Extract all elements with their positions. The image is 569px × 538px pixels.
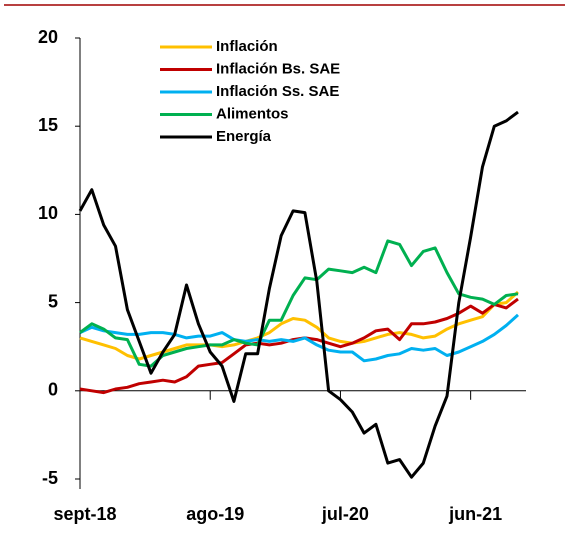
series-line xyxy=(78,110,519,479)
y-tick-label: 0 xyxy=(48,380,58,400)
y-tick-label: 10 xyxy=(38,203,58,223)
y-tick-label: -5 xyxy=(42,468,58,488)
x-tick-label: sept-18 xyxy=(53,504,116,524)
x-tick-label: jul-20 xyxy=(321,504,369,524)
y-tick-label: 20 xyxy=(38,27,58,47)
series-line xyxy=(79,313,520,363)
y-tick-label: 5 xyxy=(48,291,58,311)
series-line xyxy=(79,290,520,361)
legend-label: Inflación Ss. SAE xyxy=(216,83,339,100)
legend-label: Energía xyxy=(216,128,272,145)
x-tick-label: jun-21 xyxy=(448,504,502,524)
x-tick-label: ago-19 xyxy=(186,504,244,524)
legend-label: Alimentos xyxy=(216,105,289,122)
legend-label: Inflación xyxy=(216,38,278,55)
legend-label: Inflación Bs. SAE xyxy=(216,60,340,77)
y-tick-label: 15 xyxy=(38,115,58,135)
series-line xyxy=(79,239,519,368)
